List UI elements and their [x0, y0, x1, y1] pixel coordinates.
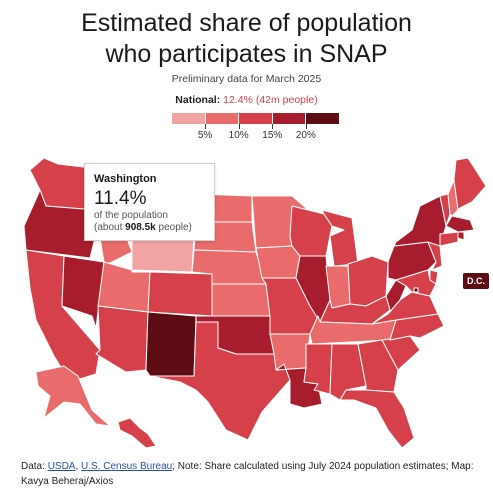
tooltip-line-2-suffix: people) [155, 222, 192, 233]
state-ct[interactable] [439, 231, 459, 247]
national-label: National: [175, 94, 221, 106]
state-ky[interactable] [319, 295, 391, 325]
footer-note: Data: USDA, U.S. Census Bureau; Note: Sh… [21, 459, 481, 489]
state-ak[interactable] [35, 365, 111, 427]
tooltip-value: 11.4% [94, 188, 147, 209]
state-md[interactable] [395, 269, 437, 297]
state-or[interactable] [23, 189, 99, 259]
legend-swatch-4 [272, 113, 306, 124]
legend-tick-label: 5% [197, 130, 213, 141]
footer-separator: , [75, 461, 79, 472]
state-ny[interactable] [393, 195, 447, 247]
state-fl[interactable] [339, 389, 415, 449]
state-tooltip: Washington 11.4% of the population (abou… [84, 163, 215, 241]
state-nh[interactable] [447, 179, 459, 217]
tooltip-state-name: Washington [94, 173, 157, 185]
state-az[interactable] [95, 305, 149, 373]
usda-link[interactable]: USDA [47, 461, 76, 472]
footer-data-label: Data: [21, 461, 45, 472]
state-ma[interactable] [445, 215, 475, 233]
legend-tick-label: 15% [262, 130, 283, 141]
state-ri[interactable] [457, 231, 465, 241]
state-dc[interactable] [413, 287, 419, 293]
tooltip-people-count: 908.5k [125, 222, 156, 233]
state-ks[interactable] [211, 283, 271, 317]
state-nj[interactable] [427, 241, 443, 271]
subtitle: Preliminary data for March 2025 [171, 73, 322, 85]
legend-tick [305, 124, 307, 129]
state-ar[interactable] [269, 333, 311, 371]
legend-swatch-3 [239, 113, 272, 124]
color-legend: 5% 10% 15% 20% [172, 113, 340, 145]
national-summary: National: 12.4% (42m people) [0, 94, 493, 106]
legend-tick-label: 10% [228, 130, 249, 141]
state-co[interactable] [147, 271, 213, 317]
state-nv[interactable] [61, 255, 105, 329]
tooltip-line-2-prefix: (about [94, 222, 126, 233]
state-me[interactable] [453, 157, 487, 211]
tooltip-line-2: (about 908.5k people) [94, 222, 214, 234]
state-mi[interactable] [321, 209, 359, 267]
national-detail: (42m people) [255, 94, 318, 106]
legend-tick [272, 124, 274, 129]
state-nm[interactable] [145, 311, 197, 377]
us-choropleth-map [23, 157, 487, 449]
legend-tick-label: 20% [295, 130, 316, 141]
tooltip-line-1: of the population [94, 210, 168, 221]
legend-tick [205, 124, 207, 129]
title-line-1: Estimated share of population [81, 9, 412, 37]
title-line-2: who participates in SNAP [105, 40, 388, 68]
footer-note-text: ; Note: Share calculated using July 2024… [21, 461, 474, 487]
legend-tick [238, 124, 240, 129]
state-tx[interactable] [149, 321, 291, 441]
chart-title: Estimated share of population who partic… [0, 8, 493, 70]
census-bureau-link[interactable]: U.S. Census Bureau [81, 461, 173, 472]
state-ia[interactable] [255, 245, 301, 279]
dc-marker[interactable]: D.C. [463, 273, 489, 289]
legend-swatch-2 [205, 113, 239, 124]
national-value: 12.4% [223, 94, 253, 106]
state-hi[interactable] [117, 417, 157, 449]
legend-swatch-5 [306, 113, 339, 124]
legend-swatch-1 [172, 113, 205, 124]
